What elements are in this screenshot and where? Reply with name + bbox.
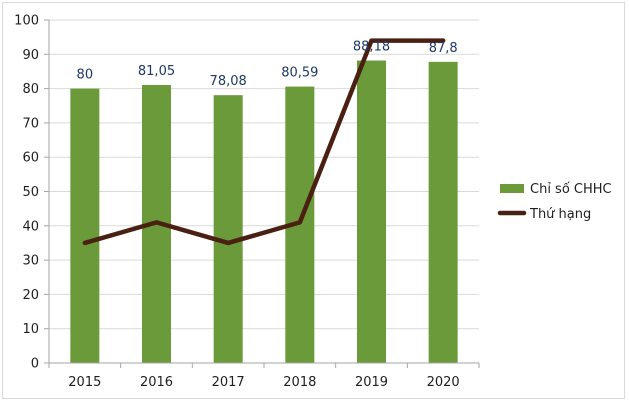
bar-data-label: 78,08 [210, 74, 247, 89]
y-tick-label: 30 [22, 254, 39, 269]
legend-label-thu-hang: Thứ hạng [529, 207, 591, 222]
bar-data-label: 81,05 [138, 64, 175, 79]
bar-data-label: 87,8 [429, 41, 458, 56]
y-tick-label: 60 [22, 151, 39, 166]
x-tick-label: 2019 [355, 375, 388, 390]
y-tick-label: 40 [22, 219, 39, 234]
bar-data-label: 88,18 [353, 40, 390, 55]
y-tick-label: 20 [22, 288, 39, 303]
x-tick-label: 2020 [427, 375, 460, 390]
y-tick-label: 0 [31, 357, 39, 372]
bar-chi-so-chhc-2019 [357, 60, 386, 363]
y-tick-label: 100 [14, 14, 39, 29]
bar-chi-so-chhc-2020 [428, 61, 458, 363]
legend-label-chi-so-chhc: Chỉ số CHHC [530, 182, 612, 197]
bar-chi-so-chhc-2015 [70, 88, 100, 363]
x-tick-label: 2017 [212, 375, 245, 390]
x-tick-label: 2015 [68, 375, 101, 390]
y-tick-label: 70 [22, 116, 39, 131]
y-tick-label: 90 [22, 48, 39, 63]
legend-swatch-chi-so-chhc [500, 184, 524, 193]
y-tick-label: 10 [22, 322, 39, 337]
x-tick-label: 2016 [140, 375, 173, 390]
bar-data-label: 80 [77, 68, 94, 83]
x-tick-label: 2018 [283, 375, 316, 390]
bar-data-label: 80,59 [281, 66, 318, 81]
line-thu-hang [82, 38, 446, 246]
y-tick-label: 80 [22, 82, 39, 97]
y-tick-label: 50 [22, 185, 39, 200]
bar-chi-so-chhc-2017 [213, 95, 243, 363]
